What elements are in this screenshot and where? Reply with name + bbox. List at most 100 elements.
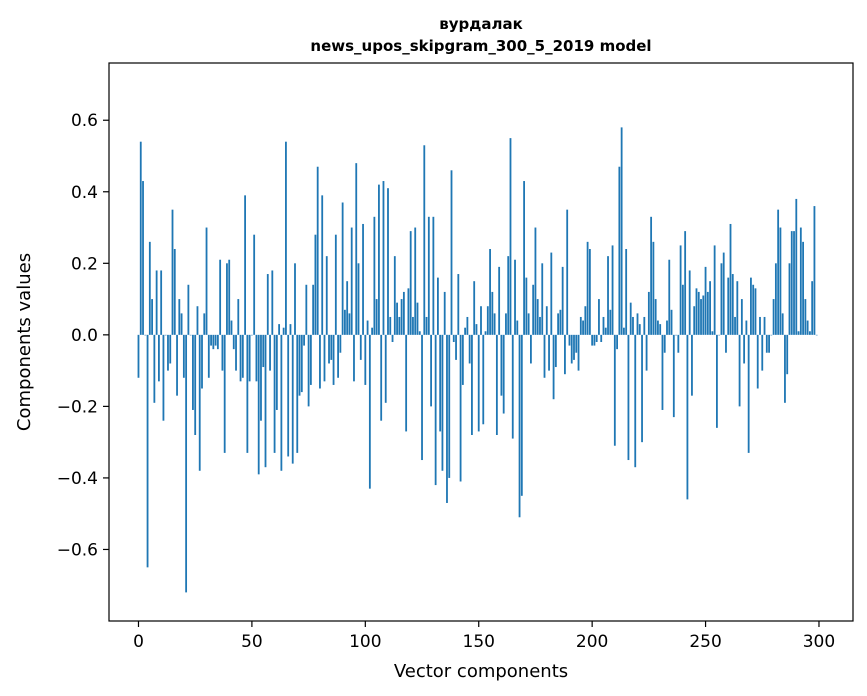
bar-49 [248,334,251,382]
bar-155 [489,249,491,335]
bar-285 [784,334,786,403]
bar-25 [194,334,197,435]
bar-204 [600,334,603,342]
bar-180 [545,306,548,335]
bar-4 [146,334,149,568]
bar-254 [713,245,716,335]
bar-295 [806,320,809,335]
x-tick-label: 300 [803,632,835,652]
bar-58 [269,334,271,371]
y-tick-label: 0.6 [71,111,98,131]
bar-252 [709,281,711,335]
bar-47 [244,195,246,335]
bar-253 [711,331,714,335]
bar-271 [752,284,755,335]
bar-88 [337,334,339,378]
bar-38 [223,334,226,453]
bar-60 [273,334,276,453]
bar-215 [625,249,628,335]
bar-176 [536,299,539,335]
bar-121 [412,316,414,335]
bar-112 [391,334,394,342]
bar-141 [457,274,460,335]
bar-209 [611,245,614,335]
bar-217 [629,302,632,335]
bar-170 [523,181,525,335]
bar-117 [402,291,405,335]
bar-225 [647,291,650,335]
bar-281 [774,263,777,335]
bar-123 [416,302,419,335]
bar-297 [811,281,814,335]
bar-69 [294,263,296,335]
bar-222 [641,334,643,443]
bar-31 [207,334,210,378]
bar-91 [344,309,346,335]
bar-284 [781,313,784,335]
bar-71 [298,334,301,396]
bar-8 [155,270,158,335]
bar-11 [162,334,165,421]
bar-48 [246,334,249,453]
bar-166 [514,259,516,335]
bar-64 [282,327,285,335]
bar-96 [355,163,358,335]
bar-195 [579,316,582,335]
bar-95 [353,334,355,382]
bar-50 [251,334,253,336]
bar-234 [668,259,671,335]
bar-165 [511,334,514,439]
bar-55 [262,334,265,368]
bar-22 [187,284,190,335]
bar-21 [185,334,188,593]
x-tick-label: 150 [463,632,495,652]
bar-249 [702,295,705,335]
bar-146 [468,334,471,364]
bar-258 [722,252,725,335]
bar-42 [232,334,235,350]
bar-277 [765,334,768,353]
bar-78 [314,234,317,335]
bar-275 [761,334,764,371]
bar-223 [643,316,646,335]
bar-190 [568,334,571,346]
bar-59 [271,270,274,335]
bar-287 [788,263,791,335]
bar-256 [718,334,721,336]
bar-103 [371,327,374,335]
bar-197 [584,306,587,335]
bar-294 [804,299,807,335]
bar-62 [278,324,281,335]
bar-136 [446,334,448,503]
bar-247 [697,291,700,335]
bar-270 [750,277,752,335]
bar-108 [382,181,385,335]
bar-82 [323,334,326,382]
bar-175 [534,227,537,335]
bar-143 [461,334,464,385]
bar-53 [257,334,260,475]
bar-185 [557,313,560,335]
bar-85 [330,334,333,360]
bar-267 [743,334,746,364]
bar-243 [688,270,691,335]
bar-149 [475,324,478,335]
bar-238 [677,334,680,353]
bar-163 [507,256,510,335]
bar-41 [230,320,233,335]
bar-142 [459,334,462,482]
bar-39 [226,263,228,335]
bar-250 [704,266,707,335]
y-tick-label: 0.4 [71,183,98,203]
bar-173 [530,334,532,364]
bar-219 [634,334,637,468]
bar-282 [777,209,780,335]
bar-236 [672,334,675,418]
bar-0 [137,334,140,378]
bar-232 [663,334,666,353]
bar-137 [448,334,451,478]
bar-210 [613,334,616,446]
bar-205 [602,316,605,335]
bar-147 [471,334,473,435]
bar-3 [144,334,147,336]
